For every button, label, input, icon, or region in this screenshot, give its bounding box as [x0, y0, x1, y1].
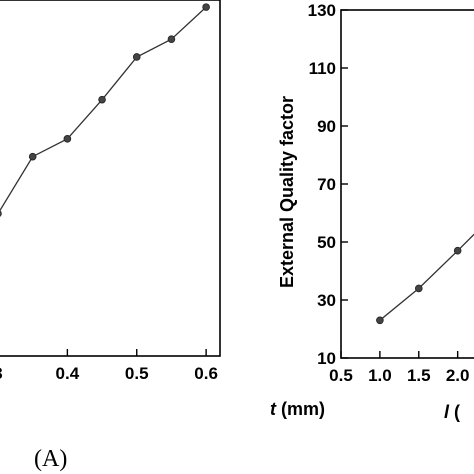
panel-b-series-line [379, 233, 474, 321]
panel-b-y-tick-label: 130 [308, 1, 336, 20]
panel-b-data-point [376, 316, 384, 325]
panel-a-data-point [0, 210, 2, 217]
panel-b-x-tick-label: 0.5 [329, 366, 353, 385]
panel-a-x-tick-label: 0.6 [194, 364, 218, 383]
panel-b-y-tick-label: 50 [317, 233, 336, 252]
panel-b-y-tick-label: 70 [317, 175, 336, 194]
panel-a-data-point [98, 95, 106, 104]
panel-b-chart: 0.5 1.0 1.5 2.0 10 30 50 70 90 110 130 External Qu… [277, 1, 474, 422]
panel-b-y-tick-label: 110 [309, 59, 336, 78]
panel-a-data-point [167, 35, 176, 43]
panel-b-y-tick-label: 90 [317, 117, 336, 136]
panel-b-y-axis-label: External Quality factor [277, 96, 297, 288]
panel-label-a: (A) [34, 446, 67, 472]
panel-a-x-tick-label: 3 [0, 364, 3, 383]
panel-a-data-point [202, 3, 210, 11]
panel-a-data-point [63, 135, 72, 143]
panel-a-x-axis-unit: (mm) [276, 399, 325, 419]
panel-b-plot-frame [340, 9, 474, 359]
panel-b-x-tick-label: 1.0 [368, 366, 392, 385]
panel-a-chart: 3 0.4 0.5 0.6 t (mm) [0, 0, 325, 419]
panel-a-x-tick-label: 0.5 [125, 364, 149, 383]
panel-b-data-point [414, 284, 423, 293]
panel-a-x-tick-label: 0.4 [56, 364, 80, 383]
panel-b-data-point [453, 246, 462, 255]
panel-b-x-axis-unit: ( [449, 402, 460, 422]
panel-b-y-tick-label: 10 [317, 349, 336, 368]
panel-b-x-axis-variable: l [444, 402, 450, 422]
panel-b-x-tick-label: 1.5 [407, 366, 431, 385]
panel-b-x-tick-label: 2.0 [446, 366, 470, 385]
panel-a-x-axis-variable: t [270, 399, 277, 419]
panel-a-x-axis-label: t (mm) [270, 399, 325, 419]
panel-b-y-tick-label: 30 [317, 291, 336, 310]
panel-b-x-axis-label: l ( [444, 402, 460, 422]
panel-a-data-point [28, 152, 37, 161]
panel-a-plot-frame [0, 0, 221, 357]
panel-a-data-point [132, 53, 141, 61]
panel-a-series-line [0, 6, 207, 212]
